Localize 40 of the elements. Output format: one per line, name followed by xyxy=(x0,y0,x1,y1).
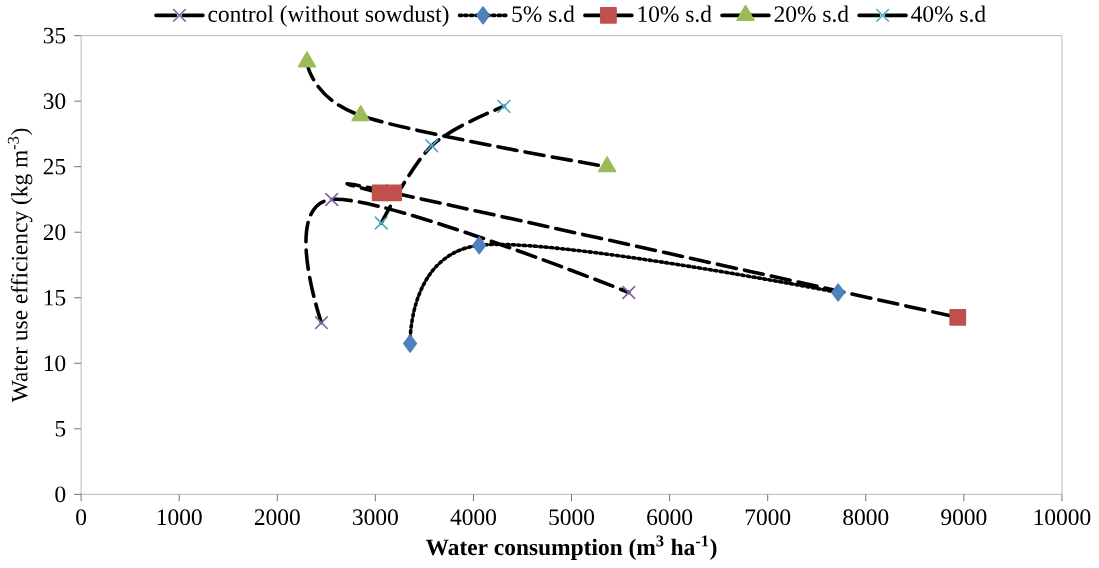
y-tick-label: 5 xyxy=(55,421,66,437)
y-tick-label: 10 xyxy=(44,355,66,372)
y-tick-label: 15 xyxy=(44,290,66,306)
point xyxy=(622,285,636,300)
point xyxy=(374,216,388,230)
legend-label: 40% s.d xyxy=(911,5,986,23)
point xyxy=(297,51,317,68)
point xyxy=(351,105,370,122)
point xyxy=(949,309,967,326)
legend-label: control (without sowdust) xyxy=(208,5,449,27)
x-tick-label: 0 xyxy=(76,509,87,526)
x-tick-label: 10000 xyxy=(1034,509,1091,526)
point xyxy=(403,334,418,353)
point xyxy=(831,283,846,302)
point xyxy=(472,236,487,255)
y-tick-label: 35 xyxy=(43,27,66,44)
x-tick-label: 7000 xyxy=(745,509,791,526)
point xyxy=(597,156,617,173)
y-tick-label: 30 xyxy=(43,93,66,110)
y-tick-label: 25 xyxy=(43,158,66,175)
x-tick-label: 9000 xyxy=(941,509,987,526)
point xyxy=(385,184,403,202)
point xyxy=(497,99,511,114)
legend-label: 5% s.d xyxy=(512,5,575,23)
y-tick-label: 0 xyxy=(55,486,66,503)
x-tick-label: 8000 xyxy=(843,509,889,526)
x-tick-label: 2000 xyxy=(254,509,300,526)
x-tick-label: 6000 xyxy=(647,509,693,526)
legend-label: 10% s.d xyxy=(638,5,712,23)
y-axis-title: Water use efficiency (kg m$^{-3}$) xyxy=(7,128,33,403)
x-axis-title: Water consumption (m$^{3}$ ha$^{-1}$) xyxy=(425,535,717,561)
legend-label: 20% s.d xyxy=(774,5,849,23)
y-tick-label: 20 xyxy=(43,224,66,241)
x-tick-label: 1000 xyxy=(157,509,202,526)
x-tick-label: 3000 xyxy=(353,509,398,526)
point xyxy=(325,192,339,207)
x-tick-label: 4000 xyxy=(450,509,496,526)
x-tick-label: 5000 xyxy=(549,509,595,526)
point xyxy=(314,316,329,330)
point xyxy=(425,139,439,153)
